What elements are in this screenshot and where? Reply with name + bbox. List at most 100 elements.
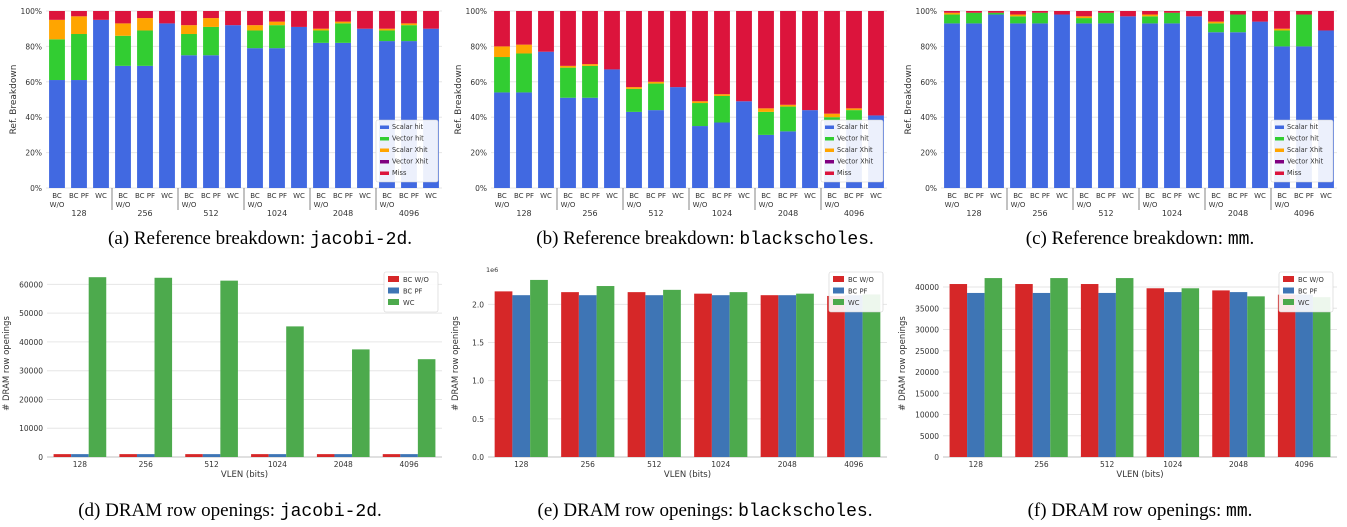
bar-segment-vector-hit [692, 103, 708, 127]
group-label: 4096 [399, 209, 419, 218]
bar-label: BC [316, 192, 326, 200]
y-tick-label: 100% [21, 7, 42, 16]
y-tick-label: 40000 [19, 338, 43, 347]
bar-label: WC [990, 192, 1002, 200]
bar-segment-scalar-xhit [49, 19, 65, 40]
x-tick-label: 512 [647, 460, 662, 469]
group-label: 256 [582, 209, 597, 218]
bar-segment-miss [1120, 11, 1136, 17]
legend-label: WC [403, 299, 415, 307]
y-tick-label: 0% [925, 184, 937, 193]
y-tick-label: 0.0 [472, 453, 484, 462]
y-axis-label: Ref. Breakdown [9, 65, 19, 135]
bar-label: WC [804, 192, 816, 200]
bar-segment-scalar-hit [181, 55, 197, 188]
bar-segment-miss [1296, 11, 1312, 15]
legend-box [375, 119, 439, 183]
y-tick-label: 1.0 [472, 377, 484, 386]
y-tick-label: 30000 [19, 367, 43, 376]
bar-segment-miss [1230, 11, 1246, 15]
bar-segment-scalar-hit [1010, 23, 1026, 188]
bar-bc-pf [512, 295, 531, 457]
bar-segment-miss [604, 11, 620, 70]
bar-segment-miss [692, 11, 708, 102]
y-tick-label: 60% [920, 78, 937, 87]
group-label: 2048 [778, 209, 798, 218]
y-tick-label: 80% [470, 42, 487, 51]
bar-segment-scalar-xhit [494, 46, 510, 58]
bar-segment-scalar-hit [1120, 16, 1136, 189]
y-axis-label: Ref. Breakdown [904, 65, 914, 135]
bar-label: BC PF [580, 192, 600, 200]
group-label: 512 [203, 209, 218, 218]
bar-segment-miss [159, 11, 175, 24]
x-tick-label: 256 [1034, 460, 1049, 469]
bar-segment-scalar-hit [269, 48, 285, 188]
bar-label: BC [1145, 192, 1155, 200]
legend-swatch [388, 287, 399, 294]
panel-a-jacobi-2d-breakdown: 0%20%40%60%80%100%Ref. BreakdownBCW/OBC … [9, 7, 442, 218]
bar-segment-vector-hit [1032, 12, 1048, 24]
bar-segment-scalar-xhit [560, 65, 576, 68]
bar-segment-vector-hit [648, 83, 664, 111]
y-tick-label: 35000 [915, 304, 939, 313]
bar-segment-vector-hit [401, 25, 417, 42]
bar-wc [1312, 297, 1331, 457]
bar-label: W/O [314, 201, 329, 209]
bar-segment-scalar-xhit [203, 18, 219, 27]
bar-bc-pf [334, 454, 353, 457]
bar-label: W/O [627, 201, 642, 209]
bar-label: W/O [561, 201, 576, 209]
bar-label: WC [870, 192, 882, 200]
legend-swatch [825, 160, 834, 164]
bar-segment-miss [291, 11, 307, 27]
bar-segment-scalar-hit [1098, 23, 1114, 188]
bar-segment-vector-hit [494, 57, 510, 93]
legend-label: Scalar Xhit [837, 146, 873, 154]
legend-swatch [825, 125, 834, 129]
y-tick-label: 0% [30, 184, 42, 193]
bar-label: W/O [495, 201, 510, 209]
x-tick-label: 4096 [400, 460, 419, 469]
legend-label: Scalar Xhit [392, 146, 428, 154]
bar-segment-scalar-xhit [846, 108, 862, 111]
bar-bc-pf [1032, 292, 1051, 457]
bar-segment-scalar-hit [966, 23, 982, 188]
bar-segment-vector-hit [714, 95, 730, 123]
legend-box [1270, 119, 1334, 183]
bar-segment-vector-hit [846, 110, 862, 121]
y-tick-label: 20000 [19, 395, 43, 404]
bar-wc [1181, 288, 1200, 457]
bar-label: BC PF [267, 192, 287, 200]
bar-segment-scalar-hit [203, 55, 219, 188]
legend-swatch [380, 171, 389, 175]
legend-label: Vector hit [392, 135, 424, 143]
legend-label: BC PF [403, 288, 423, 296]
bar-label: W/O [693, 201, 708, 209]
x-tick-label: 1024 [1163, 460, 1182, 469]
legend-label: Vector Xhit [837, 158, 874, 166]
caption-a: (a) Reference breakdown: jacobi-2d. [108, 228, 412, 250]
bar-segment-vector-hit [1010, 16, 1026, 24]
bar-wc [220, 280, 238, 457]
bar-wc [862, 294, 881, 457]
bar-label: BC [52, 192, 62, 200]
y-tick-label: 40% [470, 113, 487, 122]
bar-bc-pf [71, 454, 89, 457]
bar-bc-pf [136, 454, 155, 457]
bar-label: BC PF [964, 192, 984, 200]
bar-segment-miss [203, 11, 219, 19]
bar-segment-miss [93, 11, 109, 20]
bar-segment-vector-hit [988, 12, 1004, 15]
bar-segment-miss [335, 11, 351, 22]
bar-segment-miss [269, 11, 285, 22]
bar-segment-vector-hit [626, 88, 642, 112]
bar-segment-miss [1274, 11, 1290, 29]
bar-bc-w-o [1277, 294, 1296, 457]
legend-swatch [388, 276, 399, 282]
y-axis-label: # DRAM row openings [898, 316, 908, 411]
bar-bc-w-o [1146, 288, 1165, 457]
legend-label: Miss [392, 169, 407, 177]
legend-label: Scalar hit [837, 123, 869, 131]
legend-swatch [1283, 287, 1294, 294]
